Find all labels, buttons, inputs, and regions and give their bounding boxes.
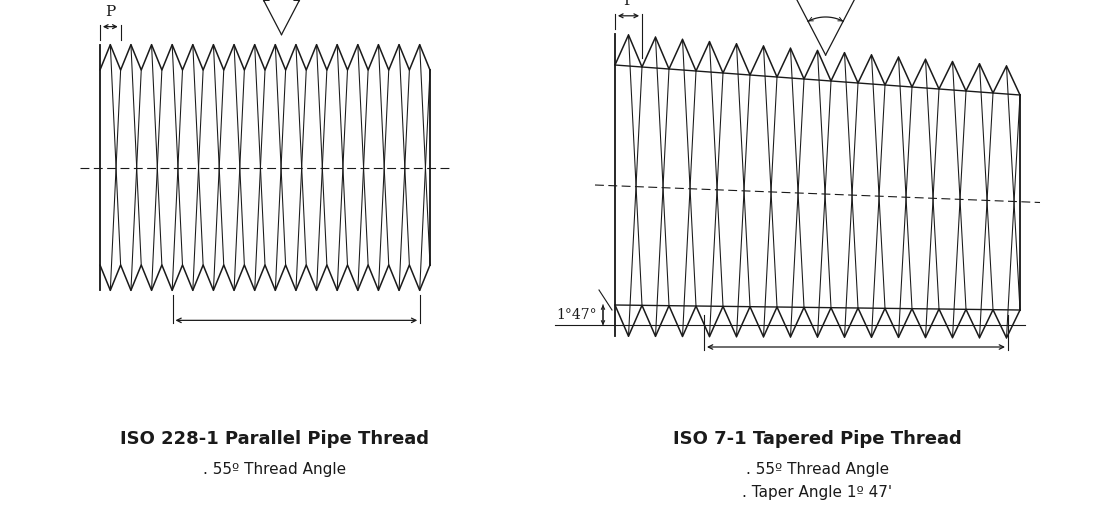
Text: . 55º Thread Angle: . 55º Thread Angle	[746, 462, 889, 477]
Text: 1°47°: 1°47°	[557, 308, 597, 322]
Text: ISO 7-1 Tapered Pipe Thread: ISO 7-1 Tapered Pipe Thread	[673, 430, 961, 448]
Text: 55°: 55°	[811, 0, 841, 1]
Text: P: P	[624, 0, 634, 8]
Text: ISO 228-1 Parallel Pipe Thread: ISO 228-1 Parallel Pipe Thread	[121, 430, 429, 448]
Text: . 55º Thread Angle: . 55º Thread Angle	[203, 462, 347, 477]
Text: P: P	[105, 5, 115, 19]
Text: . Taper Angle 1º 47': . Taper Angle 1º 47'	[742, 485, 892, 500]
